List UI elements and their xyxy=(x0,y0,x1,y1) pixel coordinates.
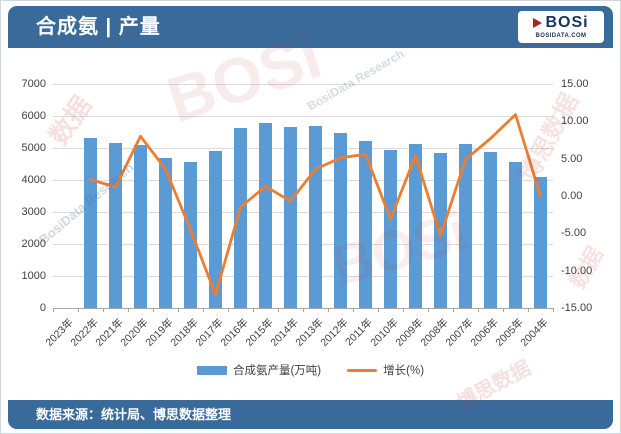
x-label-2023年: 2023年 xyxy=(42,316,76,349)
header-band: 合成氨 | 产量 BOSi BOSIDATA.COM xyxy=(8,6,613,48)
x-axis-tick xyxy=(403,308,404,312)
x-axis-tick xyxy=(253,308,254,312)
x-axis-tick xyxy=(353,308,354,312)
legend-item-production: 合成氨产量(万吨) xyxy=(196,362,322,378)
x-axis-tick xyxy=(203,308,204,312)
legend-swatch-line xyxy=(347,368,378,372)
y-axis-label-5000: 5000 xyxy=(21,142,46,154)
bar-2017年 xyxy=(209,151,222,308)
gridline xyxy=(53,180,553,181)
bar-2008年 xyxy=(434,152,447,308)
right-axis-label--5.00: -5.00 xyxy=(561,227,587,240)
bar-2004年 xyxy=(534,177,547,308)
logo-text: BOSi xyxy=(545,14,589,31)
bar-2006年 xyxy=(484,151,497,308)
x-axis-tick xyxy=(428,308,429,312)
x-axis-tick xyxy=(153,308,154,312)
bar-2020年 xyxy=(134,144,147,308)
x-axis-tick xyxy=(278,308,279,312)
right-axis-label--15.00: -15.00 xyxy=(561,302,593,314)
x-axis-tick xyxy=(228,308,229,312)
gridline xyxy=(53,148,553,149)
bar-2007年 xyxy=(459,143,472,308)
y-axis-label-3000: 3000 xyxy=(21,206,46,218)
bar-2015年 xyxy=(259,123,272,308)
x-label-2010年: 2010年 xyxy=(367,316,401,349)
legend-label-production: 合成氨产量(万吨) xyxy=(232,365,322,377)
x-axis-tick xyxy=(378,308,379,312)
bar-2009年 xyxy=(409,143,422,308)
bar-2012年 xyxy=(334,132,347,308)
chart-legend: 合成氨产量(万吨) 增长(%) xyxy=(1,362,620,378)
gridline xyxy=(53,276,553,277)
x-axis-tick xyxy=(553,308,554,312)
x-axis-tick xyxy=(103,308,104,312)
legend-label-growth: 增长(%) xyxy=(383,365,425,377)
bar-2021年 xyxy=(109,142,122,308)
gridline xyxy=(53,212,553,213)
bar-2019年 xyxy=(159,157,172,308)
x-axis-tick xyxy=(528,308,529,312)
x-axis-tick xyxy=(328,308,329,312)
right-axis-label--10.00: -10.00 xyxy=(561,264,593,277)
bar-2018年 xyxy=(184,162,197,308)
data-source-note: 数据来源：统计局、博思数据整理 xyxy=(36,407,232,422)
bar-2010年 xyxy=(384,150,397,308)
right-axis-label-10.00: 10.00 xyxy=(561,115,589,128)
legend-swatch-bar xyxy=(196,365,227,375)
y-axis-label-2000: 2000 xyxy=(21,238,46,250)
right-axis-label-5.00: 5.00 xyxy=(561,152,583,165)
legend-item-growth: 增长(%) xyxy=(347,362,424,378)
bar-2011年 xyxy=(359,140,372,308)
gridline xyxy=(53,116,553,117)
y-axis-label-0: 0 xyxy=(39,302,46,314)
x-axis-tick xyxy=(128,308,129,312)
right-axis-label-0.00: 0.00 xyxy=(561,190,583,202)
y-axis-label-6000: 6000 xyxy=(21,110,46,122)
x-axis-tick xyxy=(478,308,479,312)
bar-2014年 xyxy=(284,126,297,308)
right-axis-label-15.00: 15.00 xyxy=(561,78,589,90)
bar-2016年 xyxy=(234,127,247,308)
bosi-logo: BOSi BOSIDATA.COM xyxy=(518,11,604,43)
bar-2005年 xyxy=(509,161,522,308)
y-axis-label-4000: 4000 xyxy=(21,174,46,186)
x-axis-tick xyxy=(53,308,54,312)
x-axis-tick xyxy=(503,308,504,312)
x-axis-tick xyxy=(178,308,179,312)
gridline xyxy=(53,244,553,245)
x-axis-tick xyxy=(78,308,79,312)
footer-band: 数据来源：统计局、博思数据整理 xyxy=(8,400,613,429)
gridline xyxy=(53,84,553,85)
bar-2022年 xyxy=(84,138,97,308)
page-title: 合成氨 | 产量 xyxy=(36,16,161,38)
logo-subtext: BOSIDATA.COM xyxy=(535,33,587,39)
y-axis-label-7000: 7000 xyxy=(21,78,46,90)
x-axis-tick xyxy=(303,308,304,312)
y-axis-label-1000: 1000 xyxy=(21,270,46,282)
x-axis-tick xyxy=(453,308,454,312)
logo-flag-icon xyxy=(533,18,543,28)
bar-2013年 xyxy=(309,125,322,308)
